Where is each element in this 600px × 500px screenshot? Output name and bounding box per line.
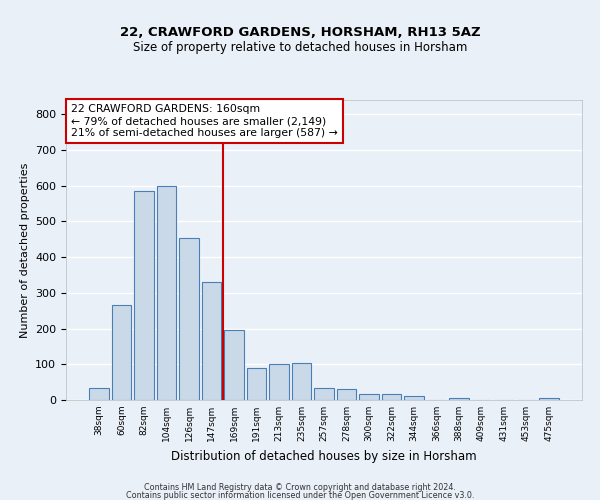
Bar [314, 388, 334, 400]
Bar [382, 394, 401, 400]
Bar [224, 330, 244, 400]
Text: Contains HM Land Registry data © Crown copyright and database right 2024.: Contains HM Land Registry data © Crown c… [144, 483, 456, 492]
Bar [539, 398, 559, 400]
Bar [179, 238, 199, 400]
Bar [269, 364, 289, 400]
Bar [359, 394, 379, 400]
Bar [404, 396, 424, 400]
Text: 22, CRAWFORD GARDENS, HORSHAM, RH13 5AZ: 22, CRAWFORD GARDENS, HORSHAM, RH13 5AZ [119, 26, 481, 39]
Text: Size of property relative to detached houses in Horsham: Size of property relative to detached ho… [133, 41, 467, 54]
Y-axis label: Number of detached properties: Number of detached properties [20, 162, 29, 338]
Bar [134, 191, 154, 400]
Bar [337, 388, 356, 400]
Text: 22 CRAWFORD GARDENS: 160sqm
← 79% of detached houses are smaller (2,149)
21% of : 22 CRAWFORD GARDENS: 160sqm ← 79% of det… [71, 104, 338, 138]
Bar [247, 368, 266, 400]
Text: Contains public sector information licensed under the Open Government Licence v3: Contains public sector information licen… [126, 490, 474, 500]
Bar [89, 388, 109, 400]
X-axis label: Distribution of detached houses by size in Horsham: Distribution of detached houses by size … [171, 450, 477, 462]
Bar [157, 186, 176, 400]
Bar [292, 362, 311, 400]
Bar [202, 282, 221, 400]
Bar [449, 398, 469, 400]
Bar [112, 306, 131, 400]
